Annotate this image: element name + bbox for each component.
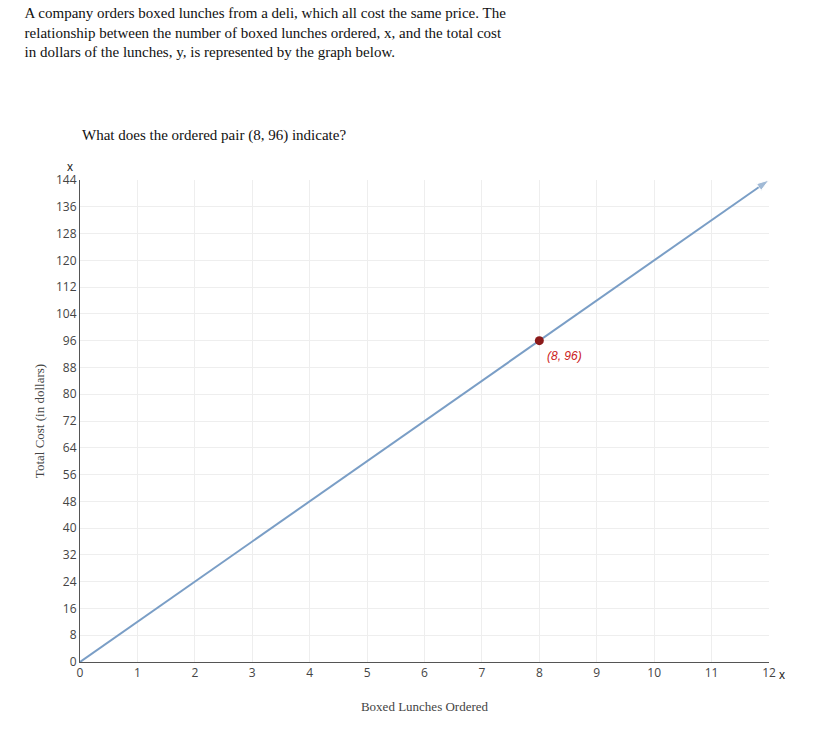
- svg-text:Boxed Lunches Ordered: Boxed Lunches Ordered: [361, 699, 489, 714]
- svg-text:72: 72: [63, 412, 77, 429]
- svg-text:120: 120: [56, 252, 77, 269]
- svg-text:24: 24: [63, 573, 77, 590]
- svg-text:8: 8: [70, 626, 77, 643]
- svg-text:0: 0: [77, 664, 84, 681]
- svg-text:88: 88: [63, 359, 77, 376]
- svg-text:104: 104: [56, 305, 77, 322]
- svg-text:12: 12: [762, 664, 776, 681]
- svg-text:32: 32: [63, 546, 77, 563]
- svg-text:x: x: [67, 160, 73, 174]
- svg-text:7: 7: [478, 664, 485, 681]
- svg-text:(8, 96): (8, 96): [547, 349, 582, 363]
- svg-text:x: x: [779, 668, 785, 682]
- svg-text:Total Cost (in dollars): Total Cost (in dollars): [32, 364, 47, 478]
- svg-text:40: 40: [63, 519, 77, 536]
- svg-text:8: 8: [536, 664, 543, 681]
- svg-text:11: 11: [705, 664, 719, 681]
- svg-text:112: 112: [56, 278, 77, 295]
- svg-text:5: 5: [364, 664, 371, 681]
- svg-text:10: 10: [647, 664, 661, 681]
- svg-text:A company orders boxed lunches: A company orders boxed lunches from a de…: [25, 5, 507, 60]
- svg-text:16: 16: [63, 600, 77, 617]
- svg-text:9: 9: [593, 664, 600, 681]
- svg-text:6: 6: [421, 664, 428, 681]
- svg-text:1: 1: [134, 664, 141, 681]
- svg-text:What does the ordered pair (8,: What does the ordered pair (8, 96) indic…: [82, 127, 346, 144]
- svg-text:136: 136: [56, 198, 77, 215]
- svg-text:48: 48: [63, 493, 77, 510]
- svg-text:96: 96: [63, 332, 77, 349]
- svg-text:80: 80: [63, 385, 77, 402]
- svg-text:128: 128: [56, 225, 77, 242]
- svg-text:4: 4: [306, 664, 313, 681]
- svg-text:56: 56: [63, 466, 77, 483]
- svg-text:144: 144: [56, 171, 77, 188]
- svg-text:2: 2: [191, 664, 198, 681]
- svg-text:0: 0: [70, 653, 77, 670]
- svg-text:3: 3: [249, 664, 256, 681]
- svg-text:64: 64: [63, 439, 77, 456]
